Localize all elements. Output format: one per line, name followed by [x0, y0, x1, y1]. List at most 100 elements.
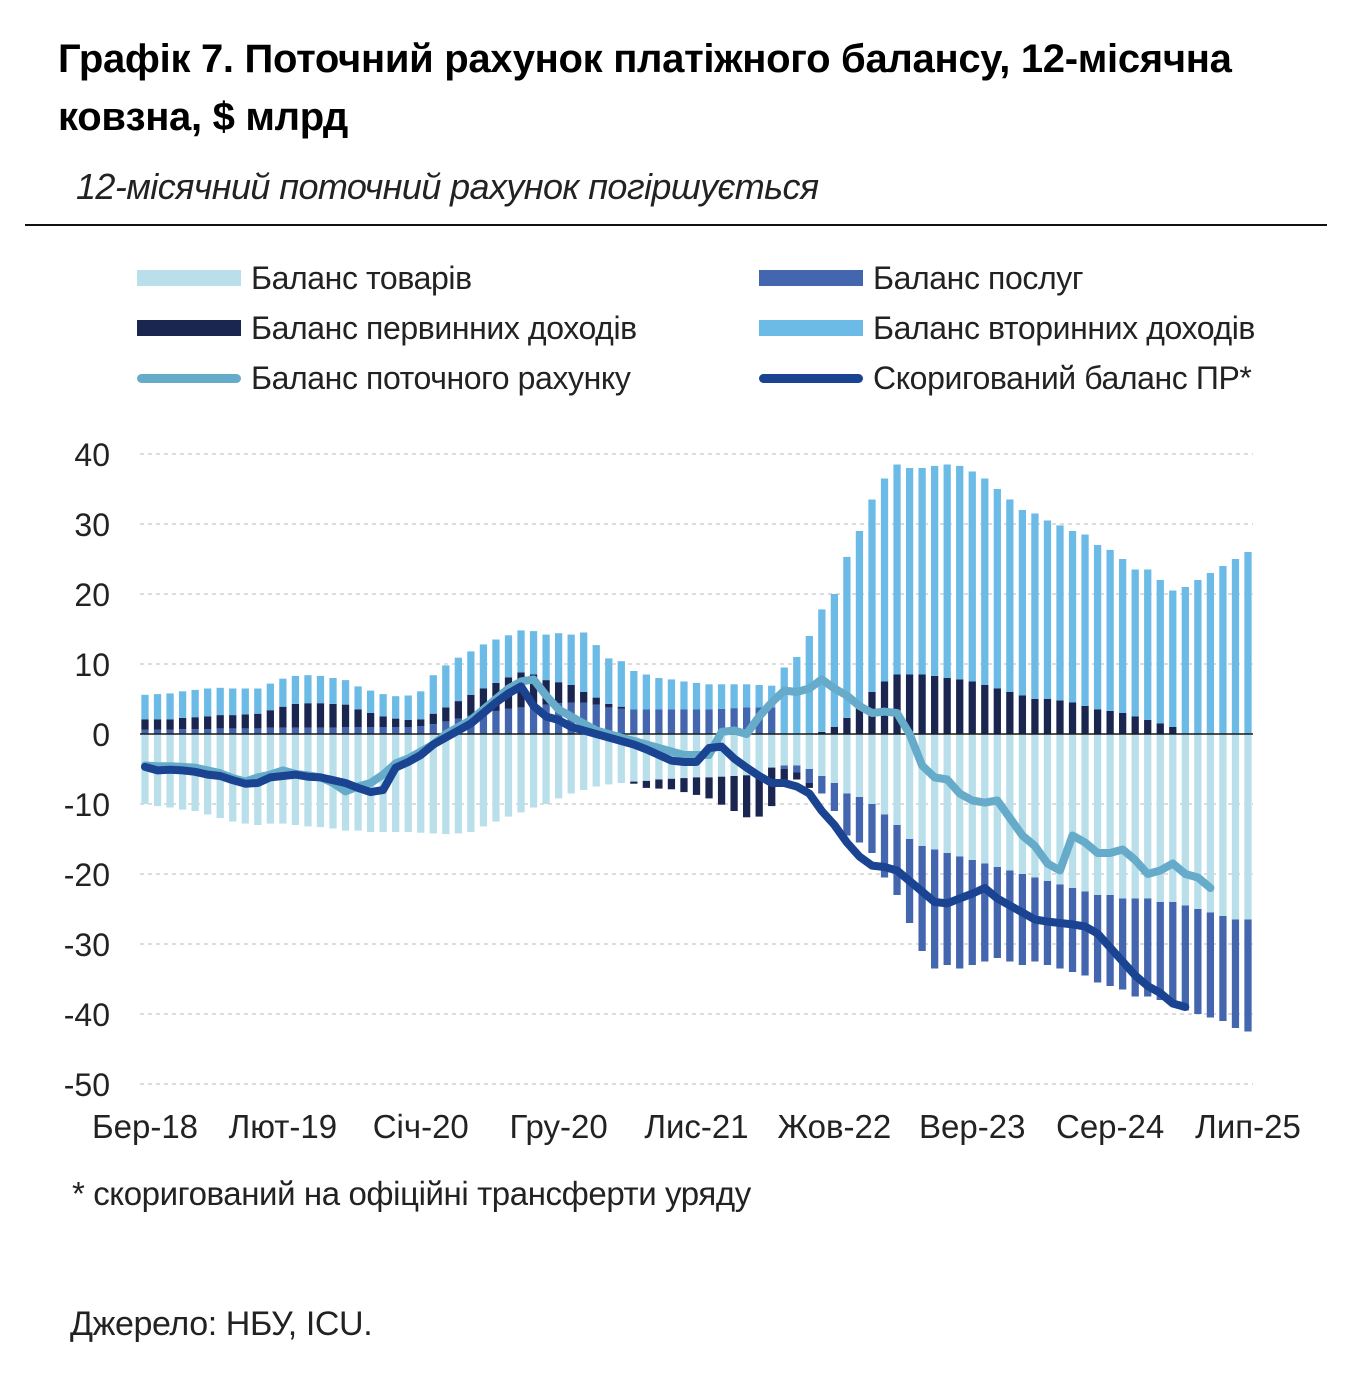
bar-goods — [793, 734, 801, 766]
bar-secondary — [692, 682, 701, 710]
bar-services — [630, 709, 638, 734]
bar-services — [780, 765, 788, 769]
bar-secondary — [755, 685, 763, 708]
bar-goods — [1244, 734, 1252, 920]
x-tick-label: Лис-21 — [644, 1108, 748, 1145]
bar-goods — [605, 734, 613, 785]
x-tick-label: Гру-20 — [510, 1108, 608, 1145]
bar-goods — [1231, 734, 1240, 920]
bar-services — [655, 709, 663, 734]
bar-goods — [354, 734, 362, 831]
bar-secondary — [931, 465, 939, 676]
bar-primary — [366, 713, 375, 727]
bar-services — [605, 707, 613, 734]
bar-goods — [454, 734, 462, 834]
bar-primary — [956, 679, 964, 734]
bar-primary — [1043, 699, 1052, 734]
bar-services — [1081, 891, 1089, 976]
legend-item-goods: Баланс товарів — [137, 253, 472, 303]
bar-goods — [554, 734, 563, 799]
bar-secondary — [329, 678, 337, 704]
bar-services — [316, 727, 325, 734]
bar-goods — [1068, 734, 1077, 888]
bar-secondary — [542, 634, 550, 681]
bar-services — [329, 727, 337, 734]
bar-primary — [329, 703, 337, 728]
bar-primary — [1018, 695, 1027, 734]
bar-primary — [153, 719, 162, 730]
bar-goods — [1169, 734, 1177, 902]
bar-secondary — [968, 471, 976, 682]
bar-goods — [780, 734, 788, 766]
bar-goods — [1156, 734, 1164, 902]
bar-secondary — [730, 684, 738, 709]
bar-goods — [529, 734, 538, 808]
bar-primary — [1156, 723, 1164, 734]
bar-goods — [479, 734, 488, 827]
bar-secondary — [780, 667, 788, 734]
bar-primary — [166, 719, 174, 730]
bar-services — [341, 727, 350, 734]
bar-goods — [1081, 734, 1089, 892]
bar-primary — [379, 716, 387, 727]
bar-services — [216, 728, 224, 734]
bar-services — [830, 783, 839, 811]
bar-secondary — [1081, 534, 1089, 706]
bar-services — [717, 708, 726, 734]
bar-secondary — [1043, 520, 1052, 699]
bar-services — [893, 825, 901, 895]
bar-services — [379, 727, 387, 734]
legend-item-current-account: Баланс поточного рахунку — [137, 353, 631, 403]
bar-secondary — [880, 478, 889, 682]
bar-primary — [818, 731, 826, 734]
bar-secondary — [1106, 549, 1114, 711]
bar-primary — [605, 703, 613, 708]
bar-secondary — [504, 635, 513, 678]
legend-line-current-account — [137, 373, 241, 383]
x-tick-label: Січ-20 — [373, 1108, 469, 1145]
bar-goods — [1056, 734, 1064, 885]
bar-secondary — [642, 674, 650, 710]
bar-services — [1006, 870, 1014, 962]
bar-secondary — [1206, 573, 1215, 734]
bar-services — [1068, 888, 1077, 972]
bar-secondary — [166, 693, 174, 720]
bar-goods — [467, 734, 475, 832]
bar-secondary — [517, 630, 525, 673]
bar-services — [617, 708, 625, 734]
bar-secondary — [467, 651, 475, 695]
legend-swatch-primary — [137, 320, 241, 336]
series-lines — [141, 675, 1215, 1011]
bar-secondary — [529, 631, 538, 675]
bar-services — [204, 729, 212, 734]
bar-goods — [1219, 734, 1227, 916]
x-tick-labels: Бер-18 Лют-19 Січ-20 Гру-20 Лис-21 Жов-22 Вер-… — [92, 1108, 1301, 1145]
bar-secondary — [993, 489, 1001, 689]
bar-services — [1144, 898, 1152, 997]
bar-services — [517, 707, 525, 734]
x-tick-label: Жов-22 — [778, 1108, 892, 1145]
bar-primary — [905, 674, 914, 734]
bar-primary — [567, 685, 575, 703]
bar-services — [504, 708, 513, 734]
bar-services — [141, 729, 149, 734]
bar-secondary — [655, 678, 663, 710]
bar-secondary — [279, 678, 287, 707]
bar-secondary — [178, 691, 187, 718]
bar-services — [442, 721, 450, 734]
bar-secondary — [956, 465, 964, 680]
bar-goods — [805, 734, 813, 769]
bars — [141, 464, 1252, 1032]
bar-secondary — [1244, 552, 1252, 734]
bar-secondary — [717, 684, 726, 709]
bar-primary — [454, 701, 462, 719]
bar-secondary — [680, 681, 688, 710]
x-tick-label: Сер-24 — [1056, 1108, 1164, 1145]
bar-secondary — [379, 694, 387, 717]
bar-primary — [341, 704, 350, 727]
bar-secondary — [1056, 525, 1064, 701]
bar-secondary — [417, 691, 425, 720]
bar-secondary — [304, 675, 312, 704]
bar-goods — [905, 734, 914, 839]
bar-primary — [266, 710, 274, 728]
